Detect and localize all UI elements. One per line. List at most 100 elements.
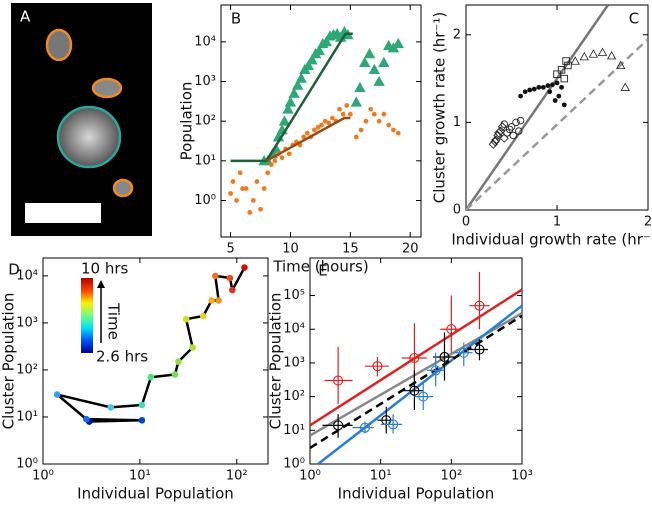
point xyxy=(189,344,196,351)
marker xyxy=(268,162,274,168)
point xyxy=(418,391,429,402)
y-tick-label: 10⁰ xyxy=(283,457,305,472)
y-tick-label: 10² xyxy=(194,114,216,129)
marker xyxy=(228,191,233,196)
plot-area xyxy=(466,5,648,210)
marker xyxy=(545,83,551,88)
marker xyxy=(337,106,342,112)
point xyxy=(430,365,441,376)
marker xyxy=(552,98,558,103)
marker xyxy=(272,158,278,164)
point xyxy=(474,344,485,355)
marker xyxy=(279,155,285,161)
marker xyxy=(329,115,335,121)
marker xyxy=(358,127,364,133)
y-tick-label: 10² xyxy=(283,389,305,404)
y-axis-label: Cluster Population xyxy=(267,293,285,430)
plot-frame xyxy=(465,4,649,211)
cluster xyxy=(56,105,122,169)
y-tick-label: 10³ xyxy=(194,74,216,89)
point xyxy=(83,415,90,423)
cell xyxy=(45,28,73,62)
point xyxy=(333,375,344,386)
marker xyxy=(243,186,249,191)
y-tick-label: 10⁴ xyxy=(283,322,305,337)
plot-frame xyxy=(220,4,422,238)
point xyxy=(229,286,236,294)
marker xyxy=(531,86,537,92)
marker xyxy=(247,210,253,215)
plot-area xyxy=(310,271,522,464)
panel: 10⁰ 10¹ 10² 10⁰ 10¹ 10² 10³ 10⁴ Individual Popul… xyxy=(0,257,269,503)
marker xyxy=(516,116,525,125)
marker xyxy=(553,70,561,78)
marker xyxy=(515,127,523,135)
point xyxy=(107,404,115,411)
marker xyxy=(392,37,404,49)
marker xyxy=(505,125,514,134)
y-tick-label: 0 xyxy=(453,203,461,218)
point xyxy=(138,416,146,424)
marker xyxy=(282,103,294,114)
point xyxy=(372,361,383,372)
marker xyxy=(234,198,239,203)
point xyxy=(409,352,420,364)
line xyxy=(265,116,351,162)
marker xyxy=(509,131,518,140)
marker xyxy=(258,206,263,212)
marker xyxy=(302,59,315,71)
marker xyxy=(522,89,528,95)
marker xyxy=(518,93,523,99)
y-axis-label: Cluster growth rate (hr⁻¹) xyxy=(431,12,449,204)
point xyxy=(208,297,215,304)
marker xyxy=(579,51,589,61)
point xyxy=(199,312,207,320)
point xyxy=(474,300,485,311)
point xyxy=(138,401,146,409)
point xyxy=(171,371,179,378)
x-tick-label: 10⁰ xyxy=(299,469,321,484)
marker xyxy=(557,66,566,74)
marker xyxy=(295,72,307,83)
line xyxy=(466,5,609,210)
x-axis-label: Individual Population xyxy=(77,485,234,503)
x-tick-label: 10¹ xyxy=(129,469,151,484)
marker xyxy=(561,102,567,108)
marker xyxy=(381,111,387,117)
line xyxy=(230,32,353,163)
panel-label: D xyxy=(8,261,20,279)
marker xyxy=(597,47,608,56)
panel-label: B xyxy=(231,10,241,28)
x-tick-label: 10² xyxy=(226,469,248,484)
cell xyxy=(112,178,134,198)
y-tick-label: 10⁴ xyxy=(16,268,38,283)
marker xyxy=(570,56,580,65)
scale-bar xyxy=(25,203,101,223)
marker xyxy=(254,179,260,184)
colorbar-title: Time xyxy=(105,302,123,340)
point xyxy=(211,272,219,280)
y-tick-label: 10⁴ xyxy=(194,34,216,49)
point xyxy=(226,274,234,282)
y-tick-label: 10³ xyxy=(283,355,305,370)
marker xyxy=(497,122,508,132)
point xyxy=(241,264,248,271)
marker xyxy=(261,186,267,191)
marker xyxy=(354,81,366,93)
point xyxy=(446,324,457,335)
marker xyxy=(278,115,291,126)
marker xyxy=(284,96,297,107)
panel-a-image: A xyxy=(11,3,152,236)
marker xyxy=(237,170,243,176)
marker xyxy=(315,124,321,130)
marker xyxy=(286,151,292,157)
y-tick-label: 10⁰ xyxy=(16,457,38,472)
marker xyxy=(556,93,562,99)
marker xyxy=(301,134,307,140)
marker xyxy=(536,84,542,90)
point xyxy=(409,385,420,396)
marker xyxy=(378,56,390,67)
marker xyxy=(493,130,503,141)
